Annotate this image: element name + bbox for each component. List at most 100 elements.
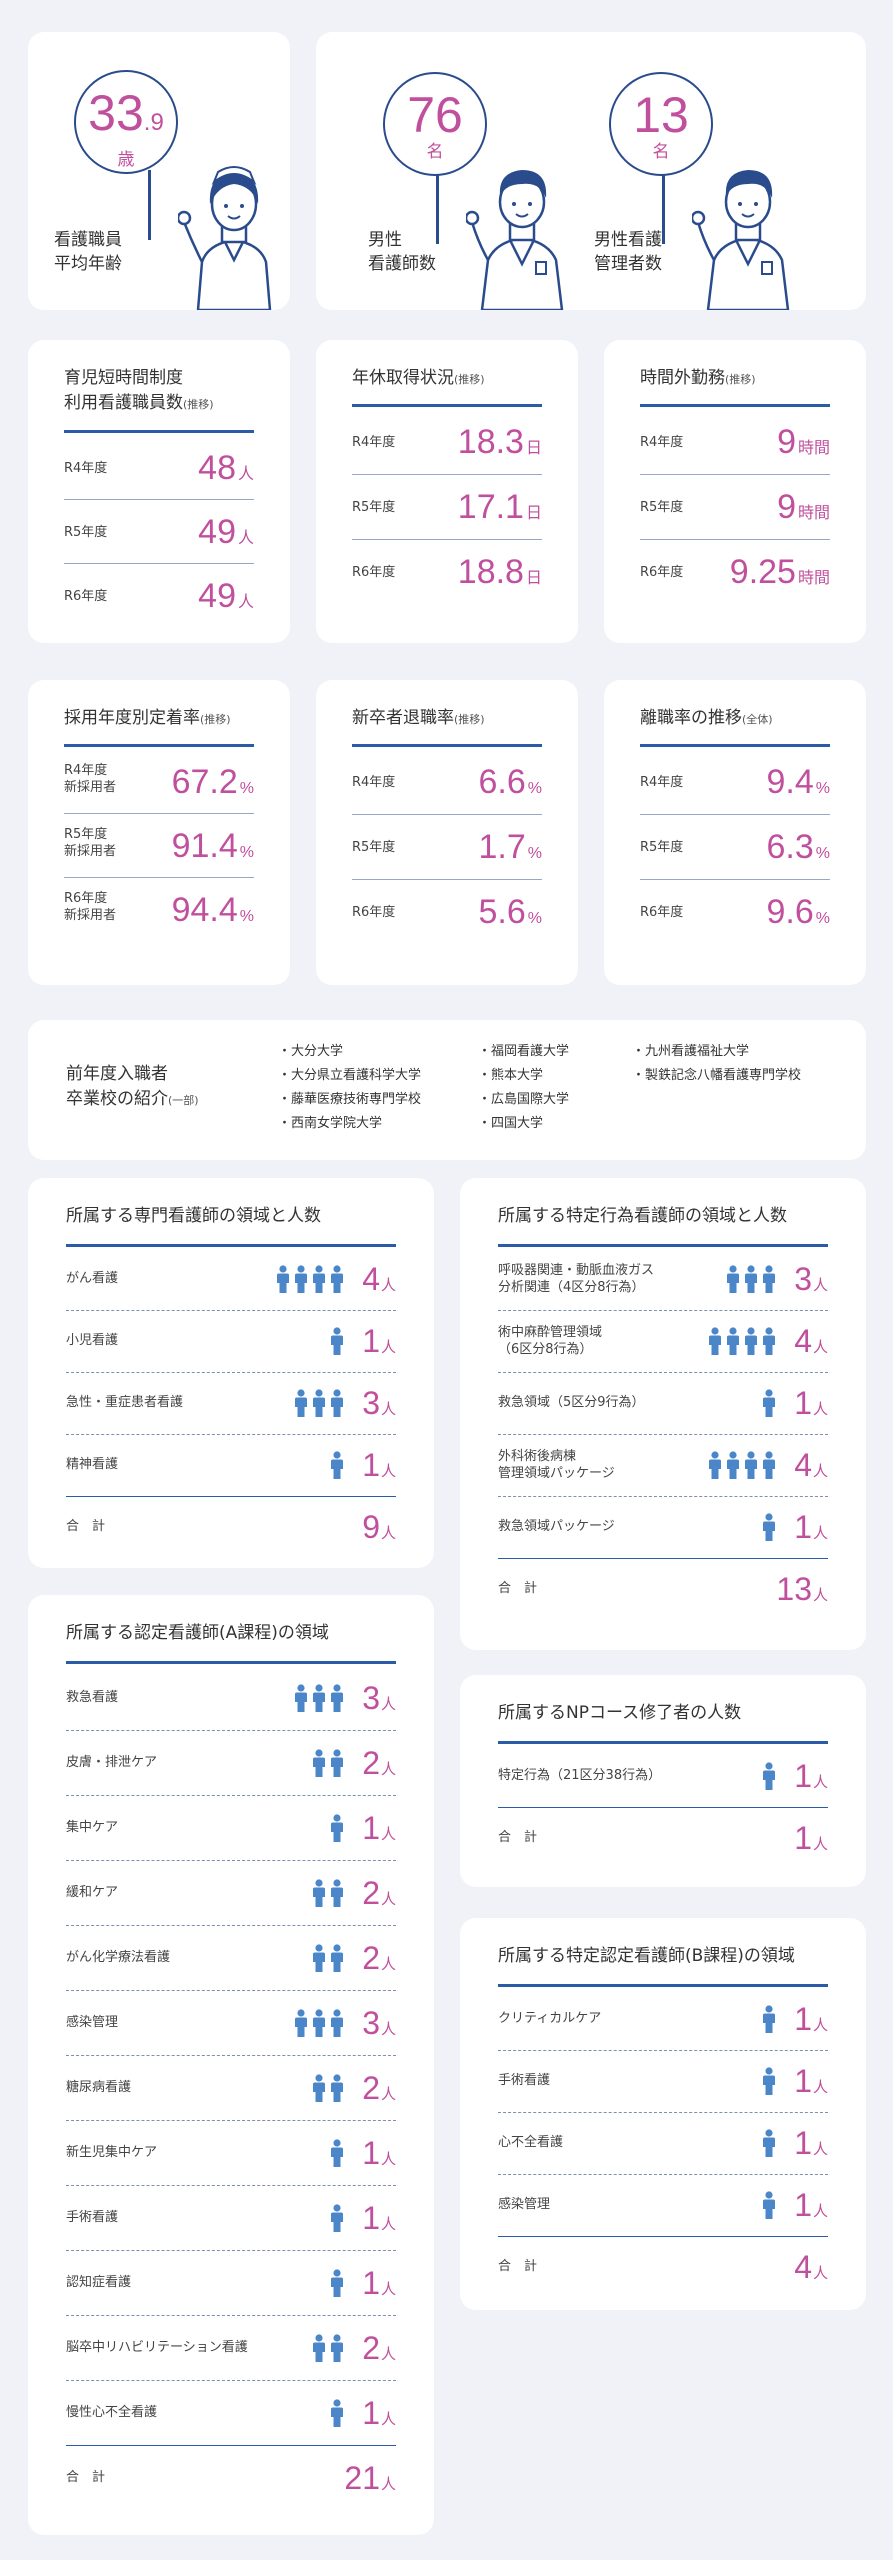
person-icon: [763, 2191, 775, 2219]
person-icon: [331, 1683, 343, 1712]
domain-label: 精神看護: [66, 1457, 119, 1472]
domain-label: 急性・重症患者看護: [66, 1395, 184, 1410]
domain-row: 脳卒中リハビリテーション看護 2人: [66, 2315, 396, 2380]
domain-count: 1人: [794, 2187, 828, 2223]
domain-row: がん化学療法看護 2人: [66, 1925, 396, 1990]
row-divider: [498, 2112, 828, 2113]
title-underline: [498, 1984, 828, 1987]
person-icon: [331, 2073, 343, 2102]
stat-row: R6年度 49 人: [64, 577, 254, 615]
domain-count: 1人: [362, 1447, 396, 1483]
person-icon: [727, 1265, 739, 1293]
male-manager-illustration: [692, 170, 790, 310]
stat-row: R5年度 9 時間: [640, 475, 830, 540]
domain-count: 2人: [362, 1744, 396, 1781]
school-item: ・九州看護福祉大学: [632, 1044, 750, 1059]
domain-label: 術中麻酔管理領域 （6区分8行為）: [498, 1325, 603, 1357]
person-icons: [294, 2008, 344, 2037]
annual-leave-card: 年休取得状況(推移) R4年度 18.3 日 R5年度 17.1 日 R6年度 18…: [316, 340, 578, 643]
person-icon: [313, 1878, 325, 1907]
person-icons: [762, 2129, 776, 2157]
person-icon: [331, 1748, 343, 1777]
person-icon: [763, 2129, 775, 2157]
person-icon: [313, 2073, 325, 2102]
person-icon: [745, 1327, 757, 1355]
childcare-card: 育児短時間制度 利用看護職員数(推移) R4年度 48 人 R5年度 49 人 R6年…: [28, 340, 290, 643]
specified-list: 呼吸器関連・動脈血液ガス 分析関連（4区分8行為） 3人 術中麻酔管理領域 （6区分8行…: [498, 1248, 828, 1638]
stat-row: R5年度 1.7%: [352, 815, 542, 880]
male-managers-value: 13: [633, 87, 689, 143]
title-underline: [66, 1661, 396, 1664]
total-row: 合 計 13人: [498, 1558, 828, 1620]
domain-row: 緩和ケア 2人: [66, 1860, 396, 1925]
domain-row: 慢性心不全看護 1人: [66, 2380, 396, 2445]
row-divider: [66, 1310, 396, 1311]
person-icons: [312, 1748, 344, 1777]
stat-row: R6年度 新採用者 94.4%: [64, 891, 254, 929]
person-icons: [276, 1265, 344, 1293]
domain-count: 1人: [362, 2134, 396, 2171]
male-nurses-unit: 名: [426, 142, 444, 162]
title-underline: [498, 1244, 828, 1247]
domain-count: 1人: [794, 1758, 828, 1794]
specialist-list: がん看護 4人 小児看護 1人 急性・重症患者看護 3人 精神看護 1人合 計 9人: [66, 1248, 396, 1558]
retention-card: 採用年度別定着率(推移) R4年度 新採用者 67.2% R5年度 新採用者 91.…: [28, 680, 290, 985]
person-icon: [331, 1327, 343, 1355]
total-row: 合 計 1人: [498, 1807, 828, 1869]
person-icon: [763, 1762, 775, 1790]
retention-rows: R4年度 新採用者 67.2% R5年度 新採用者 91.4% R6年度 新採用者 9…: [64, 750, 254, 970]
total-count: 4人: [794, 2249, 828, 2285]
domain-row: 術中麻酔管理領域 （6区分8行為） 4人: [498, 1310, 828, 1372]
certified-b-card: 所属する特定認定看護師(B課程)の領域 クリティカルケア 1人 手術看護 1人 心不全看…: [460, 1918, 866, 2310]
school-item: ・大分県立看護科学大学: [278, 1068, 422, 1083]
total-count: 9人: [362, 1509, 396, 1545]
person-icon: [331, 1943, 343, 1972]
domain-label: 感染管理: [498, 2197, 551, 2212]
person-icon: [295, 2008, 307, 2037]
title-underline: [66, 1244, 396, 1247]
person-icons: [312, 1878, 344, 1907]
stat-row: R4年度 18.3 日: [352, 410, 542, 475]
domain-count: 1人: [794, 2125, 828, 2161]
person-icon: [331, 2138, 343, 2167]
childcare-rows: R4年度 48 人 R5年度 49 人 R6年度 49 人: [64, 436, 254, 636]
total-label: 合 計: [498, 1830, 538, 1845]
person-icon: [313, 1265, 325, 1293]
male-nurses-sign: 76 名: [383, 72, 487, 176]
male-nurses-value: 76: [407, 87, 463, 143]
row-divider: [66, 1434, 396, 1435]
card-title: 育児短時間制度 利用看護職員数(推移): [64, 368, 214, 413]
domain-label: 心不全看護: [498, 2135, 564, 2150]
domain-row: 手術看護 1人: [66, 2185, 396, 2250]
card-title: 新卒者退職率(推移): [352, 708, 485, 728]
domain-count: 4人: [794, 1447, 828, 1483]
domain-label: 新生児集中ケア: [66, 2144, 158, 2160]
turnover-rows: R4年度 9.4% R5年度 6.3% R6年度 9.6%: [640, 750, 830, 970]
female-nurse-illustration: [178, 166, 272, 310]
card-title: 時間外勤務(推移): [640, 368, 756, 388]
domain-row: 精神看護 1人: [66, 1434, 396, 1496]
card-title: 所属する特定行為看護師の領域と人数: [498, 1206, 787, 1226]
domain-count: 3人: [362, 1385, 396, 1421]
person-icon: [331, 1451, 343, 1479]
domain-count: 3人: [362, 2004, 396, 2041]
male-nurse-illustration: [466, 170, 564, 310]
domain-count: 1人: [362, 1809, 396, 1846]
person-icon: [313, 1943, 325, 1972]
domain-label: クリティカルケア: [498, 2011, 602, 2026]
domain-count: 1人: [362, 2199, 396, 2236]
person-icon: [727, 1327, 739, 1355]
row-divider: [498, 2236, 828, 2237]
stat-row: R4年度 9.4%: [640, 750, 830, 815]
person-icons: [762, 2005, 776, 2033]
person-icon: [331, 1813, 343, 1842]
newgrad-turnover-card: 新卒者退職率(推移) R4年度 6.6% R5年度 1.7% R6年度 5.6%: [316, 680, 578, 985]
total-row: 合 計 9人: [66, 1496, 396, 1558]
overtime-card: 時間外勤務(推移) R4年度 9 時間 R5年度 9 時間 R6年度 9.25 時間: [604, 340, 866, 643]
age-caption: 看護職員 平均年齢: [54, 230, 122, 274]
domain-count: 3人: [794, 1261, 828, 1297]
person-icons: [762, 1762, 776, 1790]
person-icons: [726, 1265, 776, 1293]
male-staff-card: 76 名 男性 看護師数 13 名 男性看護 管理者数: [316, 32, 866, 310]
domain-count: 1人: [794, 2063, 828, 2099]
